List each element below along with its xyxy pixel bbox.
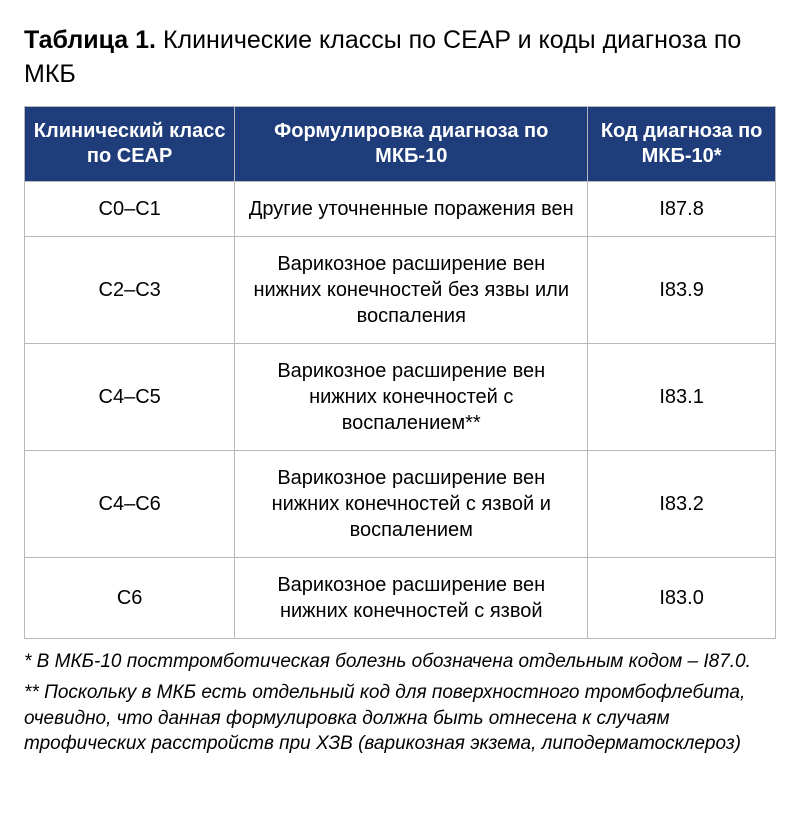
cell-class: C2–C3 [25,236,235,343]
cell-diagnosis: Варикозное расширение вен нижних конечно… [235,343,588,450]
cell-class: C4–C5 [25,343,235,450]
table-row: C0–C1 Другие уточненные поражения вен I8… [25,181,776,236]
table-row: C4–C6 Варикозное расширение вен нижних к… [25,450,776,557]
cell-class: C0–C1 [25,181,235,236]
table-row: C6 Варикозное расширение вен нижних коне… [25,557,776,638]
cell-class: C6 [25,557,235,638]
col-header-code: Код диагноза по МКБ-10* [588,106,776,181]
cell-class: C4–C6 [25,450,235,557]
cell-diagnosis: Варикозное расширение вен нижних конечно… [235,236,588,343]
footnotes: * В МКБ-10 посттромботическая болезнь об… [24,649,776,758]
footnote: * В МКБ-10 посттромботическая болезнь об… [24,649,776,675]
table-header-row: Клинический класс по CEAP Формулировка д… [25,106,776,181]
clinical-table: Клинический класс по CEAP Формулировка д… [24,106,776,639]
cell-diagnosis: Варикозное расширение вен нижних конечно… [235,557,588,638]
cell-diagnosis: Варикозное расширение вен нижних конечно… [235,450,588,557]
col-header-diagnosis: Формулировка диагноза по МКБ-10 [235,106,588,181]
table-row: C2–C3 Варикозное расширение вен нижних к… [25,236,776,343]
table-caption: Таблица 1. Клинические классы по CEAP и … [24,24,776,92]
cell-code: I83.9 [588,236,776,343]
cell-code: I83.0 [588,557,776,638]
table-row: C4–C5 Варикозное расширение вен нижних к… [25,343,776,450]
table-caption-prefix: Таблица 1. [24,26,156,54]
cell-code: I87.8 [588,181,776,236]
cell-code: I83.2 [588,450,776,557]
col-header-class: Клинический класс по CEAP [25,106,235,181]
cell-code: I83.1 [588,343,776,450]
footnote: ** Поскольку в МКБ есть отдельный код дл… [24,680,776,757]
cell-diagnosis: Другие уточненные поражения вен [235,181,588,236]
